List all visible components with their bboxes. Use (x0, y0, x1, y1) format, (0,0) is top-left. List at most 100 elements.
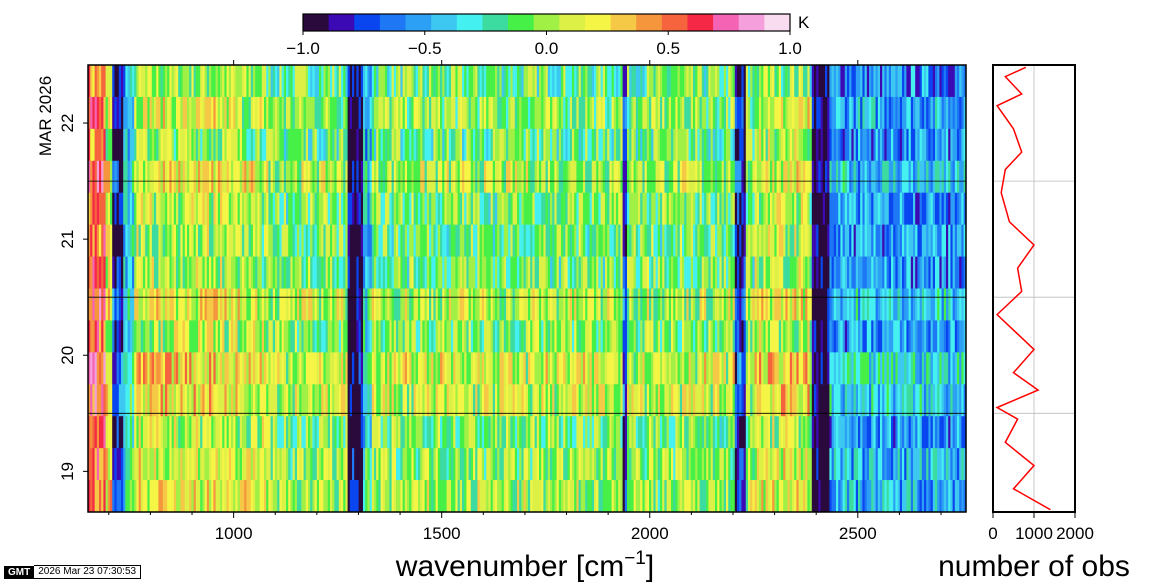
heat-cell (569, 352, 573, 385)
heat-cell (281, 128, 285, 162)
heat-cell (418, 96, 421, 130)
heat-cell (195, 352, 199, 385)
heat-cell (919, 288, 923, 321)
heat-cell (796, 128, 799, 162)
heat-cell (239, 65, 243, 98)
heat-cell (266, 160, 269, 194)
heat-cell (904, 65, 907, 98)
colorbar-swatch (533, 14, 560, 31)
heat-cell (739, 416, 742, 449)
heat-cell (173, 384, 177, 417)
heat-cell (842, 65, 846, 98)
heat-cell (657, 65, 661, 98)
heat-cell (413, 192, 417, 226)
heat-cell (132, 288, 135, 321)
heat-cell (640, 256, 643, 289)
heat-cell (209, 65, 212, 98)
heat-cell (327, 320, 331, 353)
heat-cell (420, 288, 423, 321)
heat-cell (187, 192, 190, 226)
heat-cell (547, 288, 551, 321)
heat-cell (778, 416, 782, 449)
heat-cell (132, 256, 135, 289)
heat-cell (341, 320, 344, 353)
heat-cell (567, 224, 571, 257)
heat-cell (457, 384, 461, 417)
heat-cell (662, 352, 665, 385)
heat-cell (690, 160, 694, 194)
heat-cell (805, 256, 808, 289)
heat-cell (239, 416, 243, 449)
heat-cell (215, 416, 219, 449)
heat-cell (770, 96, 773, 130)
heat-cell (200, 320, 203, 353)
heat-cell (407, 352, 410, 385)
heat-cell (620, 288, 623, 321)
heat-cell (545, 288, 549, 321)
heat-cell (580, 352, 584, 385)
heat-cell (924, 192, 927, 226)
heat-cell (389, 96, 392, 130)
heat-cell (325, 160, 329, 194)
heat-cell (778, 256, 782, 289)
heat-cell (754, 160, 758, 194)
heat-cell (638, 416, 641, 449)
heat-cell (629, 256, 632, 289)
heat-cell (488, 416, 491, 449)
heat-cell (627, 128, 630, 162)
heat-cell (739, 320, 742, 353)
heat-cell (728, 96, 731, 130)
heat-cell (429, 320, 432, 353)
heat-cell (365, 65, 368, 98)
heat-cell (402, 128, 406, 162)
heat-cell (107, 288, 111, 321)
heat-cell (825, 65, 828, 98)
heat-cell (277, 416, 280, 449)
heat-cell (728, 65, 731, 98)
heat-cell (693, 416, 696, 449)
heat-cell (292, 65, 296, 98)
heat-cell (871, 192, 874, 226)
heat-cell (767, 160, 771, 194)
heat-cell (462, 224, 465, 257)
heat-cell (882, 160, 885, 194)
heat-cell (499, 128, 502, 162)
heat-cell (499, 65, 502, 98)
heat-cell (726, 384, 729, 417)
heat-cell (829, 384, 832, 417)
heat-cell (853, 192, 857, 226)
heat-cell (921, 320, 925, 353)
heat-cell (198, 320, 201, 353)
heat-cell (594, 256, 597, 289)
heat-cell (475, 384, 478, 417)
heat-cell (787, 224, 791, 257)
heat-cell (514, 416, 518, 449)
heat-cell (732, 128, 736, 162)
heat-cell (525, 416, 529, 449)
heat-cell (541, 128, 544, 162)
heat-cell (136, 288, 139, 321)
heat-cell (646, 352, 650, 385)
heat-cell (204, 96, 208, 130)
heat-cell (552, 288, 555, 321)
heat-cell (118, 384, 122, 417)
heat-cell (292, 352, 296, 385)
heat-cell (292, 320, 296, 353)
heat-cell (162, 256, 166, 289)
heat-cell (140, 160, 144, 194)
heat-cell (497, 256, 500, 289)
heat-cell (686, 256, 689, 289)
heat-cell (921, 128, 925, 162)
heat-cell (875, 256, 879, 289)
heat-cell (261, 320, 265, 353)
heat-cell (591, 96, 595, 130)
heat-cell (233, 224, 236, 257)
heat-cell (563, 352, 566, 385)
heat-cell (464, 384, 467, 417)
heat-cell (596, 224, 599, 257)
heat-cell (708, 320, 711, 353)
heat-cell (646, 320, 650, 353)
heat-cell (690, 256, 694, 289)
heat-cell (697, 224, 700, 257)
heat-cell (871, 320, 874, 353)
